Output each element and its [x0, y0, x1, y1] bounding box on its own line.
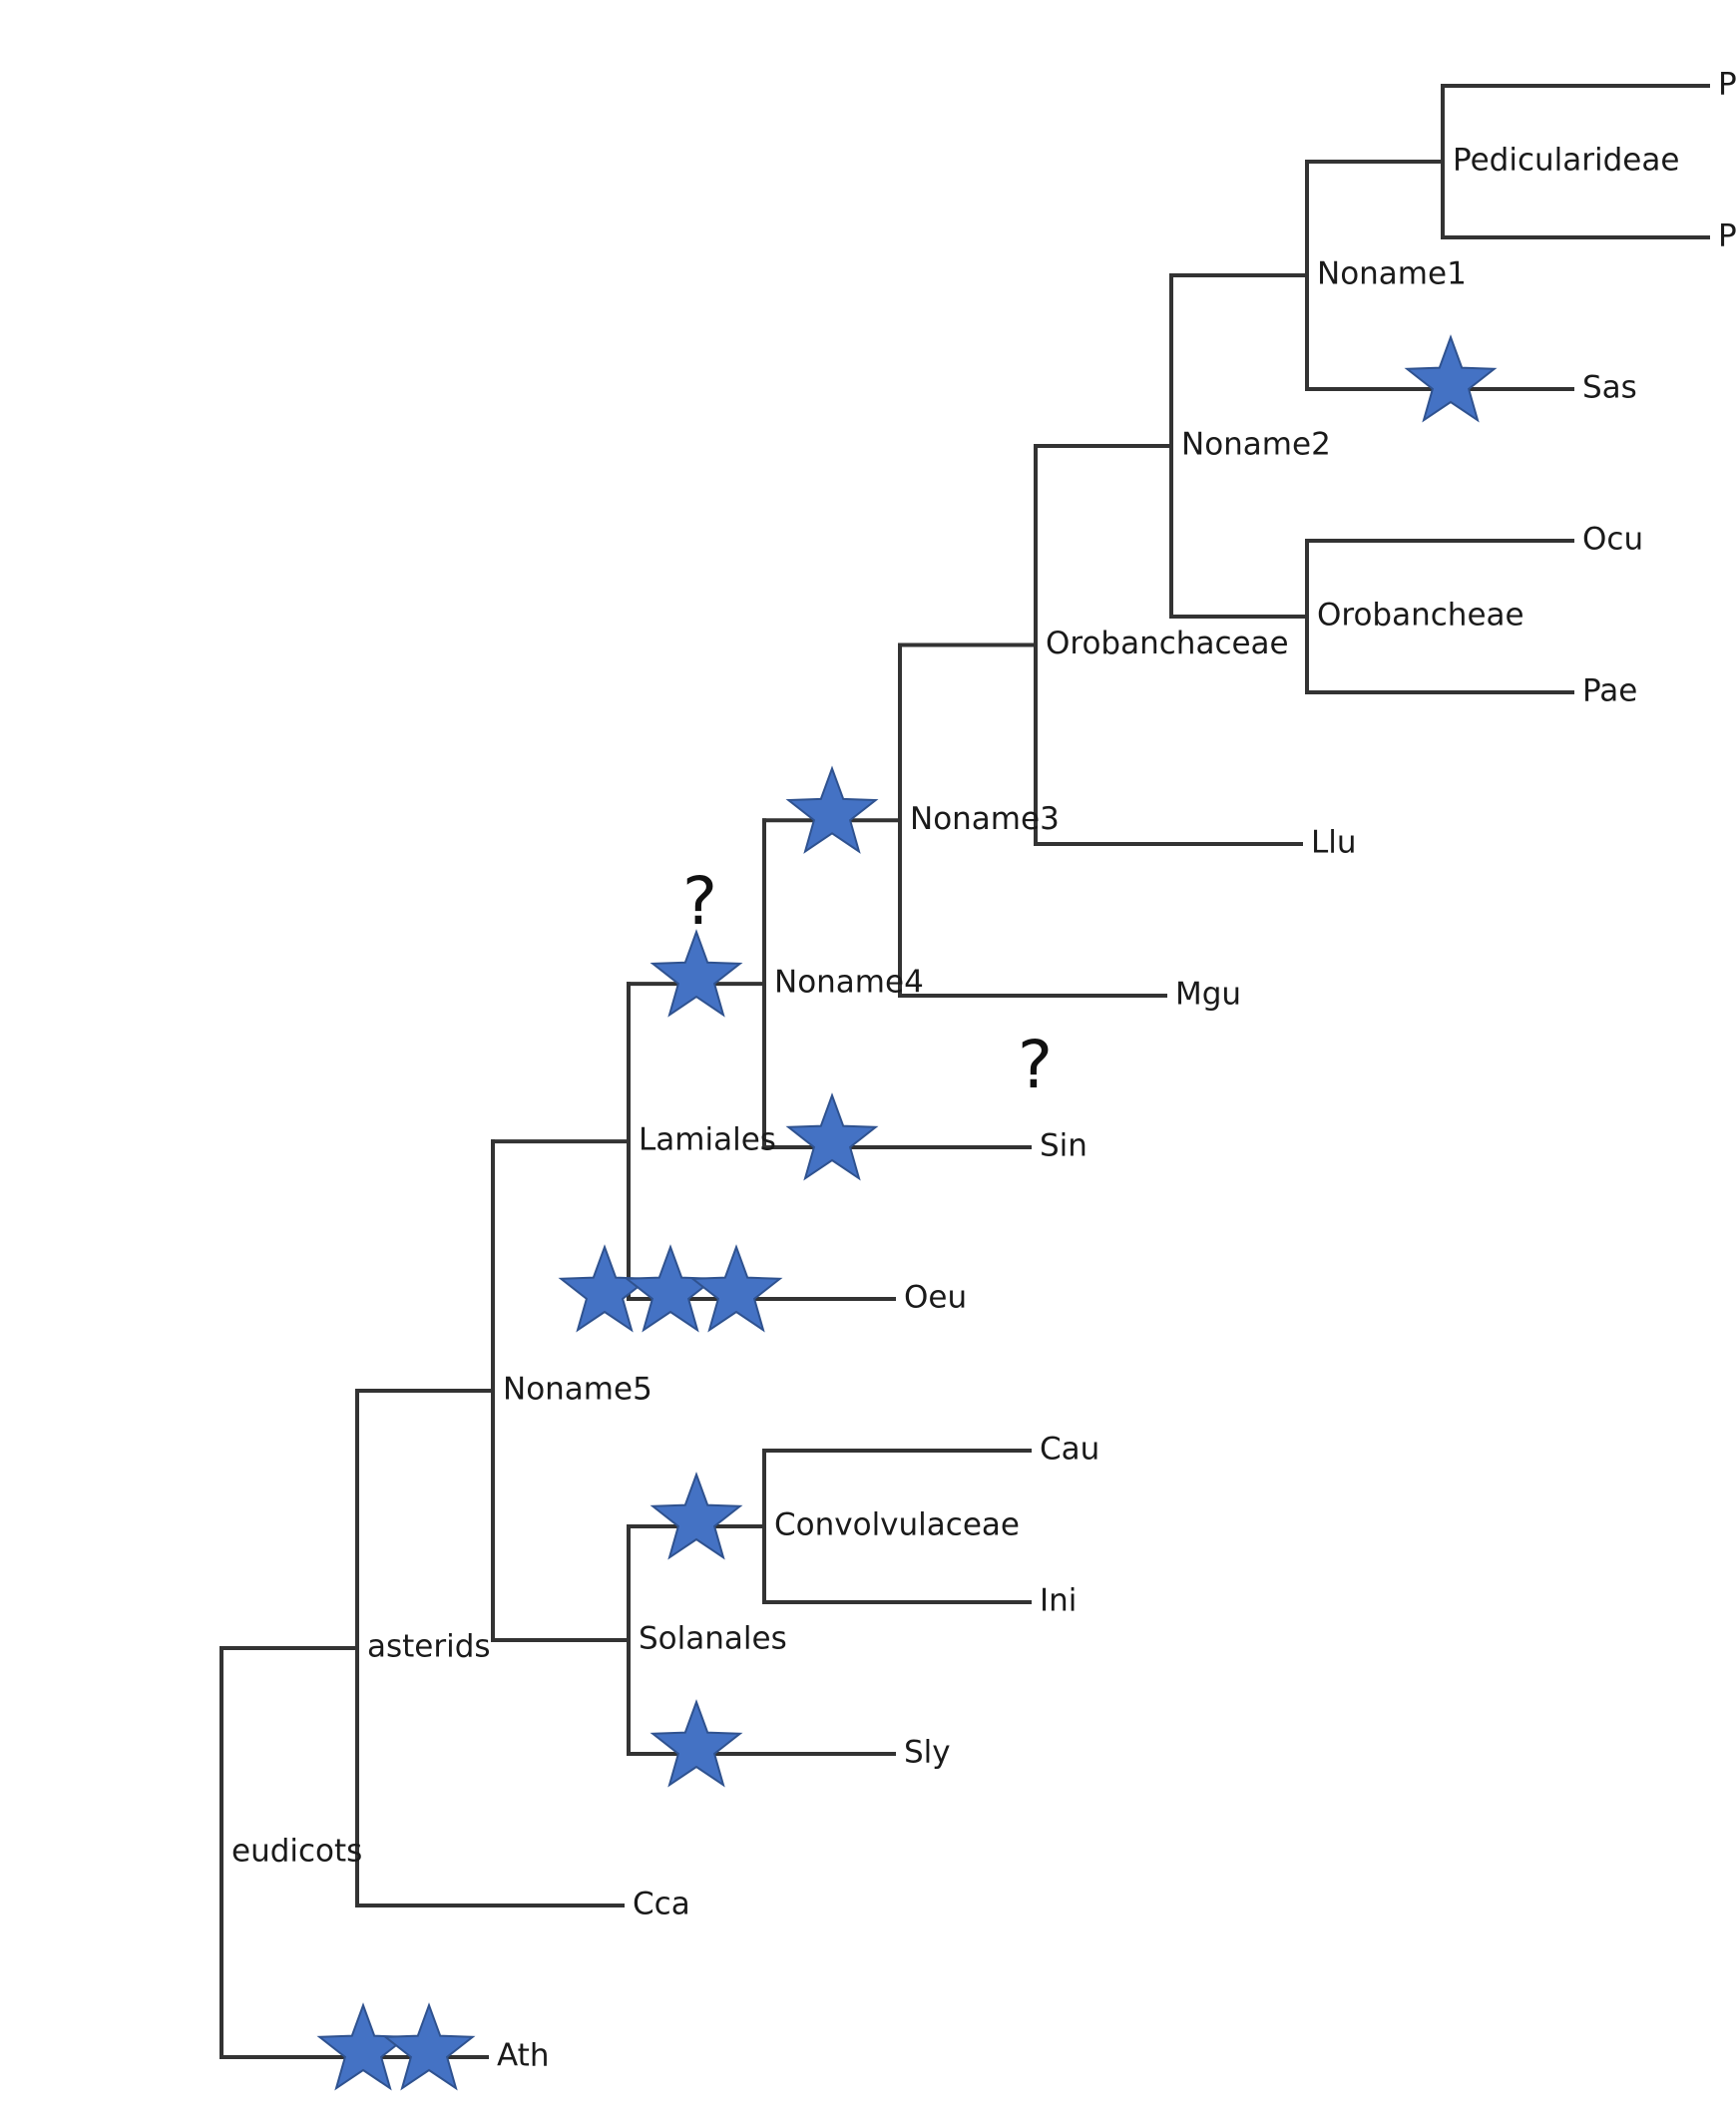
star-icon	[316, 2002, 410, 2091]
event-markers: ??	[316, 334, 1498, 2091]
leaf-label-cca: Cca	[633, 1887, 690, 1922]
node-label-noname1: Noname1	[1317, 256, 1467, 292]
node-label-pedicularideae: Pedicularideae	[1453, 143, 1679, 179]
star-icon	[558, 1244, 651, 1333]
leaf-label-sas: Sas	[1582, 370, 1637, 406]
node-labels: Pcr Pja Pedicularideae Sas Noname1 Ocu Pae Orob…	[231, 67, 1736, 2074]
node-label-orobancheae: Orobancheae	[1317, 598, 1524, 634]
leaf-label-pja: Pja	[1718, 218, 1736, 254]
star-icon	[689, 1244, 783, 1333]
star-icon	[1404, 334, 1498, 423]
leaf-label-llu: Llu	[1311, 825, 1357, 861]
node-label-noname4: Noname4	[774, 965, 924, 1001]
node-label-solanales: Solanales	[639, 1621, 787, 1657]
node-label-orobanchaceae: Orobanchaceae	[1046, 626, 1289, 661]
star-icon	[650, 1472, 743, 1560]
node-label-noname3: Noname3	[910, 801, 1060, 837]
node-label-noname5: Noname5	[503, 1372, 652, 1408]
star-icon	[650, 1699, 743, 1788]
leaf-label-pcr: Pcr	[1718, 67, 1736, 103]
leaf-label-oeu: Oeu	[904, 1280, 967, 1316]
leaf-label-ocu: Ocu	[1582, 522, 1643, 558]
leaf-label-sin: Sin	[1040, 1128, 1087, 1164]
node-label-asterids: asterids	[367, 1629, 491, 1665]
tree-branches	[219, 84, 1710, 2059]
star-icon	[650, 929, 743, 1018]
star-icon	[382, 2002, 476, 2091]
question-mark-sin: ?	[1018, 1027, 1053, 1103]
star-icon	[624, 1244, 717, 1333]
node-label-lamiales: Lamiales	[639, 1122, 776, 1158]
leaf-label-sly: Sly	[904, 1735, 951, 1771]
leaf-label-ini: Ini	[1040, 1583, 1077, 1619]
question-mark-noname4: ?	[682, 863, 717, 940]
star-icon	[785, 1092, 879, 1181]
leaf-label-mgu: Mgu	[1175, 977, 1241, 1013]
node-label-convolvulaceae: Convolvulaceae	[774, 1507, 1020, 1543]
node-label-noname2: Noname2	[1181, 427, 1331, 463]
node-label-root: eudicots	[231, 1834, 362, 1870]
leaf-label-pae: Pae	[1582, 673, 1637, 709]
leaf-label-cau: Cau	[1040, 1432, 1099, 1468]
star-icon	[785, 765, 879, 854]
leaf-label-ath: Ath	[497, 2038, 549, 2074]
